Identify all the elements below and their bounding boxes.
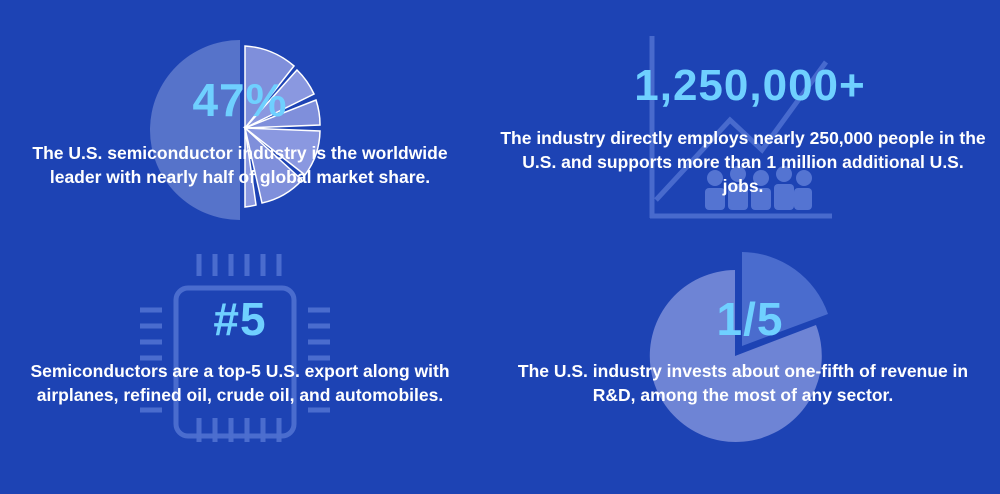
stat-value: #5	[213, 293, 267, 345]
pie-one-fifth-icon	[649, 252, 828, 442]
stat-value: 1/5	[716, 293, 784, 345]
stat-description: The U.S. semiconductor industry is the w…	[32, 143, 448, 187]
stat-description: Semiconductors are a top-5 U.S. export a…	[30, 361, 450, 405]
stat-market-share: 47% The U.S. semiconductor industry is t…	[0, 0, 480, 240]
stat-description: The U.S. industry invests about one-fift…	[517, 361, 969, 405]
stat-value: 47%	[192, 74, 288, 126]
growth-chart-people-icon	[649, 36, 832, 219]
stat-jobs: 1,250,000+ The industry directly employs…	[500, 0, 1000, 240]
stat-description: The industry directly employs nearly 250…	[500, 128, 986, 196]
stat-rd-investment: 1/5 The U.S. industry invests about one-…	[500, 250, 1000, 494]
microchip-icon	[140, 254, 330, 442]
stat-value: 1,250,000+	[634, 61, 866, 110]
stat-export-rank: #5 Semiconductors are a top-5 U.S. expor…	[0, 250, 480, 494]
pie-chart-icon	[150, 40, 321, 220]
